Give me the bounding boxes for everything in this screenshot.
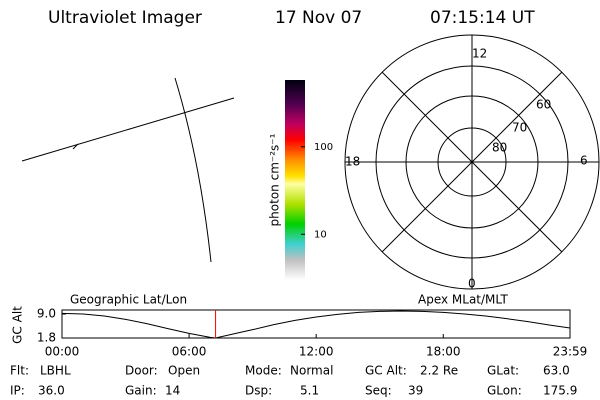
alt-ylabel: GC Alt xyxy=(11,306,25,344)
lat-label: 80 xyxy=(492,141,507,155)
instrument: Ultraviolet Imager xyxy=(48,8,202,28)
field-label: IP: xyxy=(10,384,25,398)
x-tick-label: 18:00 xyxy=(426,345,461,359)
colorbar-tick-label: 10 xyxy=(314,229,327,240)
field-value: LBHL xyxy=(40,364,71,378)
field-label: Seq: xyxy=(365,384,392,398)
field-label: Gain: xyxy=(125,384,157,398)
field-value: 63.0 xyxy=(543,364,570,378)
mlt-label: 6 xyxy=(580,154,588,168)
field-label: Door: xyxy=(125,364,158,378)
x-tick-label: 06:00 xyxy=(172,345,207,359)
field-label: Flt: xyxy=(10,364,29,378)
mlt-label: 0 xyxy=(468,277,476,291)
mlt-label: 18 xyxy=(345,155,360,169)
polar-grid xyxy=(344,34,600,290)
x-tick-label: 12:00 xyxy=(299,345,334,359)
y-tick-label: 1.8 xyxy=(37,331,56,345)
colorbar xyxy=(285,80,305,280)
colorbar-label: photon cm⁻²s⁻¹ xyxy=(268,133,282,226)
altitude-line xyxy=(61,310,571,339)
field-value: 2.2 Re xyxy=(420,364,458,378)
field-value: 36.0 xyxy=(38,384,65,398)
field-value: Normal xyxy=(290,364,333,378)
field-label: GLon: xyxy=(487,384,522,398)
field-label: GC Alt: xyxy=(365,364,407,378)
field-label: Dsp: xyxy=(245,384,272,398)
map-label: Geographic Lat/Lon xyxy=(70,293,187,307)
field-value: 5.1 xyxy=(300,384,319,398)
field-value: Open xyxy=(168,364,200,378)
field-value: 14 xyxy=(165,384,180,398)
colorbar-tick-label: 100 xyxy=(314,142,333,153)
date: 17 Nov 07 xyxy=(275,8,362,28)
x-tick-label: 00:00 xyxy=(45,345,80,359)
field-value: 175.9 xyxy=(543,384,577,398)
lat-label: 70 xyxy=(512,121,527,135)
alt-plot-frame xyxy=(61,309,571,339)
y-tick-label: 9.0 xyxy=(37,307,56,321)
geo-grid xyxy=(21,77,235,263)
time: 07:15:14 UT xyxy=(430,8,535,28)
lat-label: 60 xyxy=(536,98,551,112)
map-label: Apex MLat/MLT xyxy=(418,293,508,307)
field-label: GLat: xyxy=(487,364,519,378)
field-value: 39 xyxy=(408,384,423,398)
x-tick-label: 23:59 xyxy=(553,345,588,359)
mlt-label: 12 xyxy=(472,47,487,61)
field-label: Mode: xyxy=(245,364,282,378)
